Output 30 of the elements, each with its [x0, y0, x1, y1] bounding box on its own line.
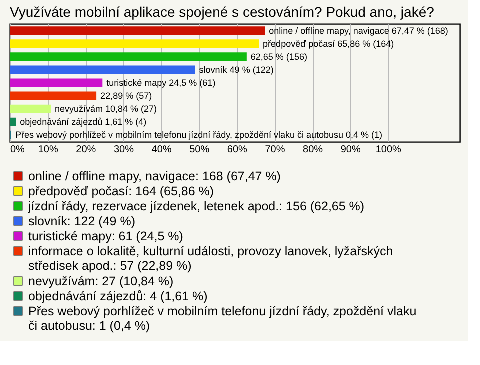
- data-label: 22,89 % (57): [100, 91, 152, 102]
- data-label: předpověď počasí 65,86 % (164): [263, 38, 394, 49]
- data-label: turistické mapy 24,5 % (61): [106, 78, 216, 88]
- x-tick-label: 30%: [114, 144, 134, 156]
- x-tick-label: 0%: [10, 144, 26, 156]
- x-tick-label: 90%: [340, 144, 361, 156]
- x-tick-label: 80%: [303, 144, 324, 156]
- legend-label: turistické mapy: 61 (24,5 %): [28, 229, 184, 244]
- x-tick-label: 60%: [227, 144, 248, 156]
- legend-label: Přes webový porhlížeč v mobilním telefonu jízdní řády, zpoždění vlaku či autobusu: 1 (0,4 %): [28, 304, 417, 333]
- data-label: 62,65 % (156): [250, 52, 308, 62]
- legend-label: online / offline mapy, navigace: 168 (67,47 %): [28, 169, 281, 184]
- legend-label: slovník: 122 (49 %): [28, 214, 136, 228]
- data-label: online / offline mapy, navigace 67,47 % (168): [269, 26, 448, 36]
- data-label: nevyužívám 10,84 % (27): [54, 104, 158, 114]
- chart-title: Využíváte mobilní aplikace spojené s cestováním? Pokud ano, jaké?: [10, 4, 435, 20]
- data-label: objednávání zájezdů 1,61 % (4): [20, 117, 147, 128]
- legend-label: objednávání zájezdů: 4 (1,61 %): [28, 289, 208, 304]
- data-label: Přes webový porhlížeč v mobilním telefonu jízdní řády, zpoždění vlaku či autobusu 0,4 % (1): [16, 130, 383, 140]
- x-tick-label: 40%: [152, 144, 172, 156]
- x-tick-label: 100%: [376, 144, 402, 156]
- legend-label: nevyužívám: 27 (10,84 %): [28, 274, 174, 288]
- legend-label: jízdní řády, rezervace jízdenek, letenek apod.: 156 (62,65 %): [28, 199, 365, 214]
- x-tick-label: 10%: [38, 144, 58, 156]
- x-tick-label: 50%: [190, 144, 210, 156]
- legend-label: předpověď počasí: 164 (65,86 %): [28, 184, 214, 198]
- data-label: slovník 49 % (122): [199, 64, 274, 75]
- legend-label: informace o lokalitě, kulturní události, provozy lanovek, lyžařských středisek apod.: 57 (22,89 %): [28, 244, 394, 273]
- x-tick-label: 70%: [265, 144, 286, 156]
- x-tick-label: 20%: [76, 144, 96, 156]
